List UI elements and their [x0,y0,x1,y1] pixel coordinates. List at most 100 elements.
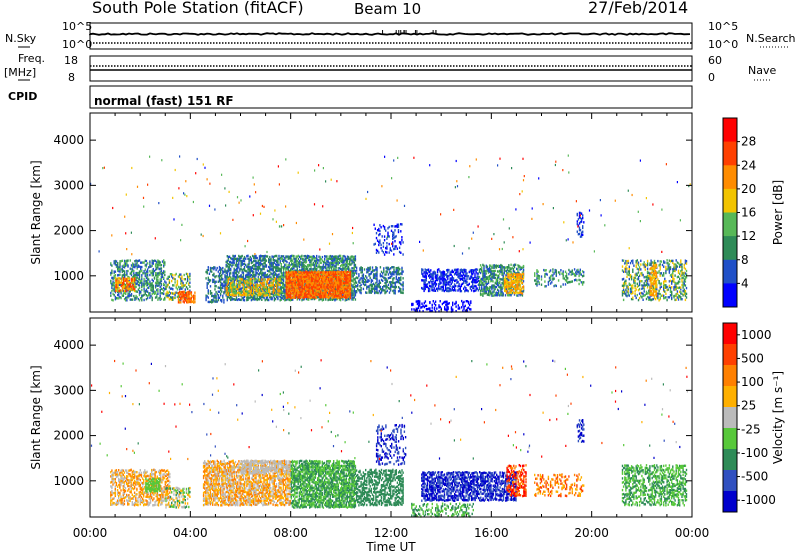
scatter-cell [156,274,158,277]
scatter-cell [276,293,278,296]
scatter-cell [110,279,112,283]
scatter-cell [137,264,140,267]
scatter-cell [218,290,221,293]
scatter-cell [305,256,308,260]
scatter-cell [208,280,211,283]
scatter-cell [230,268,232,271]
scatter-cell [241,281,243,284]
scatter-cell [167,291,169,295]
scatter-cell [317,266,319,269]
scatter-cell [371,279,374,282]
scatter-cell [217,275,219,278]
scatter-cell [141,269,143,272]
scatter-cell [227,267,230,270]
scatter-cell [279,292,281,295]
scatter-cell [312,296,314,299]
scatter-cell [436,277,439,280]
scatter-cell [435,283,438,286]
scatter-cell [247,293,249,297]
scatter-cell [231,287,233,291]
scatter-cell [226,269,228,272]
scatter-cell [333,265,335,268]
scatter-cell [126,299,128,302]
scatter-cell [257,292,259,295]
scatter-cell [363,280,366,284]
scatter-cell [186,293,188,296]
scatter-cell [184,284,186,287]
scatter-cell [393,281,395,285]
scatter-cell [141,281,143,284]
scatter-cell [156,261,158,264]
scatter-cell [255,283,257,286]
scatter-cell [153,290,156,293]
scatter-cell [321,275,323,278]
scatter-cell [354,277,357,280]
scatter-cell [320,271,322,274]
scatter-cell [141,265,143,269]
scatter-cell [238,286,240,289]
scatter-cell [345,257,347,261]
scatter-cell [450,306,453,309]
scatter-cell [157,278,159,281]
scatter-cell [315,289,317,293]
scatter-cell [122,289,125,293]
scatter-cell [113,288,115,291]
scatter-cell [137,259,140,263]
scatter-cell [297,285,299,288]
scatter-cell [321,268,324,271]
scatter-cell [117,280,119,283]
scatter-cell [161,271,164,275]
scatter-cell [188,290,190,293]
scatter-cell [175,286,177,289]
scatter-cell [317,270,320,273]
scatter-cell [258,272,261,275]
scatter-cell [180,296,182,300]
scatter-cell [160,282,163,286]
scatter-cell [344,265,346,269]
scatter-cell [352,255,354,259]
scatter-cell [452,301,454,304]
scatter-cell [307,281,309,284]
scatter-cell [487,290,490,293]
scatter-cell [347,266,350,269]
scatter-cell [231,293,233,296]
scatter-cell [299,276,301,280]
scatter-cell [114,263,117,266]
scatter-cell [140,297,142,300]
scatter-cell [279,283,281,287]
scatter-cell [345,269,347,272]
scatter-cell [116,281,118,285]
scatter-cell [164,280,166,283]
scatter-cell [160,278,163,281]
scatter-cell [383,253,386,256]
scatter-cell [150,271,152,275]
scatter-cell [443,270,446,274]
scatter-cell [289,285,291,288]
scatter-cell [256,287,258,290]
scatter-cell [234,254,236,258]
scatter-cell [221,284,223,287]
scatter-cell [314,270,316,274]
scatter-cell [294,281,297,285]
scatter-cell [341,281,344,284]
scatter-cell [313,283,315,286]
scatter-cell [141,294,143,297]
scatter-cell [487,278,490,281]
scatter-cell [310,286,313,289]
scatter-cell [351,286,353,289]
scatter-cell [313,287,315,290]
scatter-cell [352,267,354,270]
scatter-cell [353,267,355,271]
scatter-cell [448,302,450,305]
scatter-cell [255,289,257,293]
scatter-cell [282,271,285,274]
scatter-cell [377,291,379,295]
scatter-cell [173,277,175,280]
scatter-cell [127,280,129,283]
scatter-cell [337,270,339,273]
scatter-cell [241,290,243,293]
scatter-cell [176,288,179,291]
scatter-cell [319,267,321,270]
scatter-cell [333,287,336,291]
scatter-cell [264,287,266,290]
